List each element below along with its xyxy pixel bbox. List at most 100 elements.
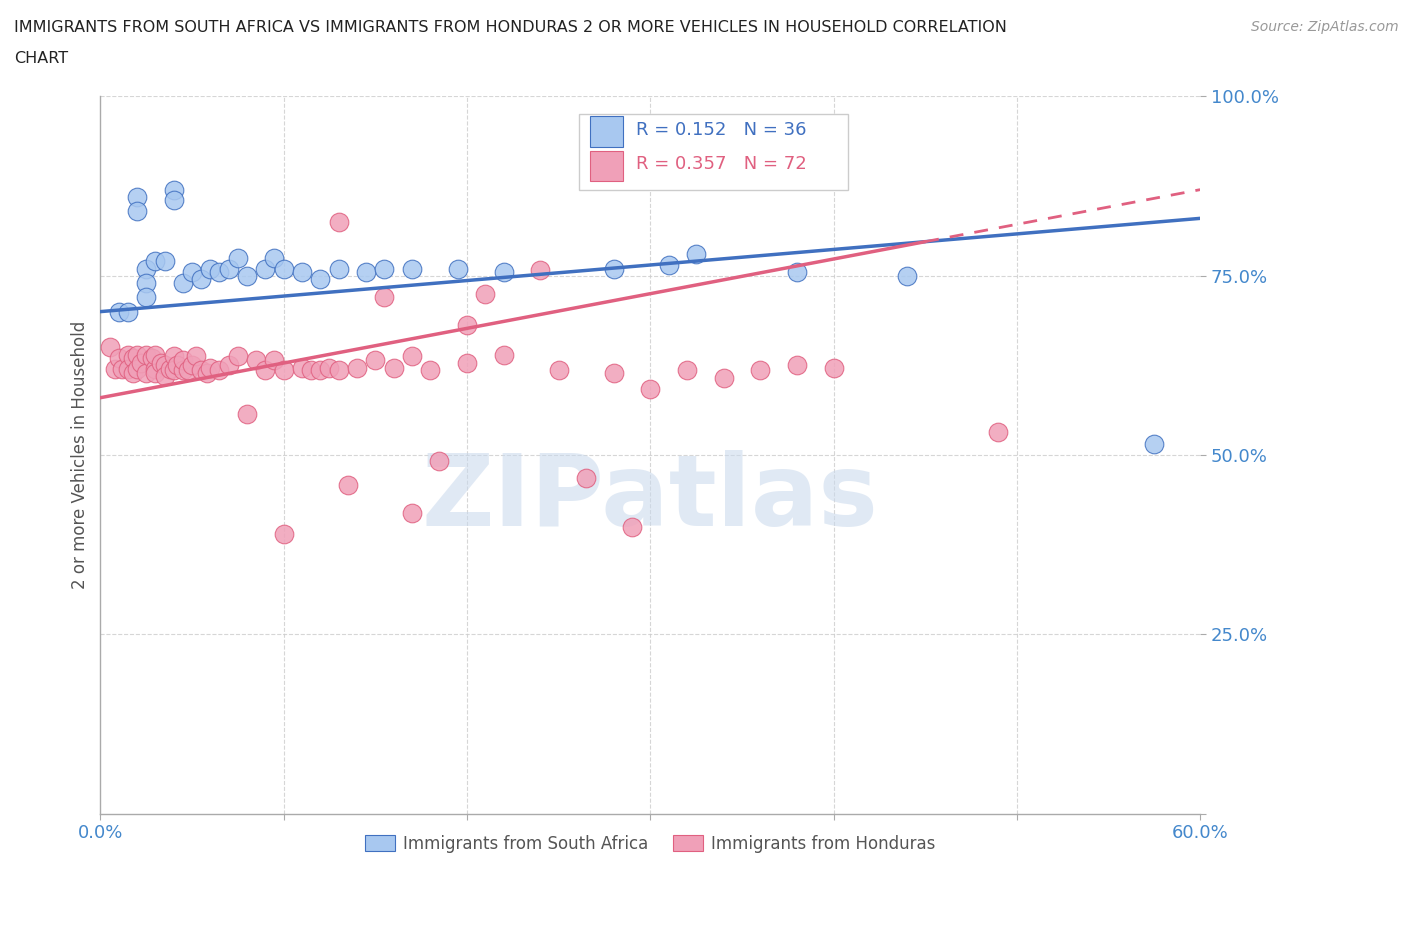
Immigrants from Honduras <box>163 363 186 378</box>
Immigrants from Honduras <box>163 349 186 364</box>
Immigrants from South Africa <box>163 193 186 208</box>
Immigrants from South Africa <box>135 275 157 290</box>
Immigrants from South Africa <box>373 261 395 276</box>
Immigrants from Honduras <box>153 369 176 384</box>
Immigrants from South Africa <box>328 261 350 276</box>
Immigrants from South Africa <box>273 261 295 276</box>
Immigrants from Honduras <box>184 349 207 364</box>
Immigrants from Honduras <box>373 290 395 305</box>
Immigrants from Honduras <box>208 363 231 378</box>
Immigrants from Honduras <box>141 351 163 365</box>
Immigrants from South Africa <box>1143 437 1166 452</box>
Immigrants from South Africa <box>254 261 277 276</box>
Immigrants from Honduras <box>117 362 139 377</box>
Immigrants from South Africa <box>291 265 314 280</box>
Immigrants from Honduras <box>177 363 200 378</box>
Immigrants from Honduras <box>117 347 139 362</box>
Text: R = 0.152   N = 36: R = 0.152 N = 36 <box>636 121 807 139</box>
Immigrants from South Africa <box>181 265 204 280</box>
Immigrants from Honduras <box>364 353 387 368</box>
Immigrants from South Africa <box>172 275 194 290</box>
Immigrants from South Africa <box>218 261 240 276</box>
Immigrants from Honduras <box>159 362 181 377</box>
Immigrants from Honduras <box>474 286 496 301</box>
Immigrants from Honduras <box>456 317 478 332</box>
Immigrants from Honduras <box>143 347 166 362</box>
Immigrants from Honduras <box>135 347 157 362</box>
Immigrants from South Africa <box>602 261 624 276</box>
Immigrants from South Africa <box>125 190 148 205</box>
Immigrants from Honduras <box>291 360 314 375</box>
Immigrants from South Africa <box>492 265 515 280</box>
Immigrants from South Africa <box>447 261 470 276</box>
Immigrants from Honduras <box>401 349 423 364</box>
Immigrants from Honduras <box>181 358 204 373</box>
Immigrants from Honduras <box>135 365 157 380</box>
Immigrants from Honduras <box>713 370 735 385</box>
Text: IMMIGRANTS FROM SOUTH AFRICA VS IMMIGRANTS FROM HONDURAS 2 OR MORE VEHICLES IN H: IMMIGRANTS FROM SOUTH AFRICA VS IMMIGRAN… <box>14 20 1007 35</box>
Immigrants from Honduras <box>190 363 212 378</box>
Immigrants from Honduras <box>547 363 569 378</box>
Immigrants from South Africa <box>226 250 249 265</box>
Immigrants from Honduras <box>143 365 166 380</box>
Immigrants from Honduras <box>676 363 699 378</box>
Immigrants from South Africa <box>786 265 808 280</box>
Immigrants from Honduras <box>166 358 188 373</box>
Immigrants from Honduras <box>254 363 277 378</box>
Immigrants from Honduras <box>107 351 129 365</box>
Immigrants from Honduras <box>245 353 267 368</box>
Immigrants from Honduras <box>273 363 295 378</box>
Immigrants from Honduras <box>749 363 772 378</box>
Immigrants from Honduras <box>226 349 249 364</box>
Immigrants from Honduras <box>263 353 285 368</box>
Immigrants from Honduras <box>143 362 166 377</box>
Immigrants from Honduras <box>602 365 624 380</box>
Immigrants from Honduras <box>336 478 359 493</box>
Immigrants from South Africa <box>309 272 332 286</box>
Bar <box>589 151 623 181</box>
Immigrants from Honduras <box>236 406 259 421</box>
Immigrants from South Africa <box>354 265 377 280</box>
Immigrants from Honduras <box>987 425 1010 440</box>
Immigrants from Honduras <box>218 358 240 373</box>
Immigrants from Honduras <box>153 358 176 373</box>
Immigrants from South Africa <box>125 204 148 219</box>
Immigrants from Honduras <box>328 215 350 230</box>
Immigrants from South Africa <box>117 304 139 319</box>
Legend: Immigrants from South Africa, Immigrants from Honduras: Immigrants from South Africa, Immigrants… <box>359 828 942 859</box>
Immigrants from South Africa <box>208 265 231 280</box>
Immigrants from Honduras <box>529 262 551 277</box>
Immigrants from Honduras <box>172 363 194 378</box>
Text: R = 0.357   N = 72: R = 0.357 N = 72 <box>636 155 807 173</box>
Immigrants from Honduras <box>575 471 598 485</box>
Immigrants from South Africa <box>263 250 285 265</box>
Immigrants from Honduras <box>786 358 808 373</box>
Immigrants from South Africa <box>658 258 681 272</box>
Immigrants from Honduras <box>328 363 350 378</box>
Immigrants from South Africa <box>200 261 222 276</box>
Immigrants from South Africa <box>163 182 186 197</box>
Immigrants from South Africa <box>153 254 176 269</box>
Immigrants from South Africa <box>896 269 918 284</box>
Immigrants from South Africa <box>143 254 166 269</box>
Immigrants from South Africa <box>135 290 157 305</box>
Text: CHART: CHART <box>14 51 67 66</box>
Immigrants from Honduras <box>638 381 661 396</box>
Immigrants from Honduras <box>98 340 121 355</box>
Immigrants from Honduras <box>346 360 368 375</box>
Bar <box>589 116 623 147</box>
Immigrants from Honduras <box>149 356 172 371</box>
Immigrants from Honduras <box>823 360 845 375</box>
Immigrants from South Africa <box>107 304 129 319</box>
Immigrants from Honduras <box>122 365 145 380</box>
Immigrants from Honduras <box>620 520 643 535</box>
Text: Source: ZipAtlas.com: Source: ZipAtlas.com <box>1251 20 1399 34</box>
Immigrants from Honduras <box>104 362 127 377</box>
Immigrants from Honduras <box>492 347 515 362</box>
Immigrants from South Africa <box>190 272 212 286</box>
Immigrants from Honduras <box>401 505 423 520</box>
Immigrants from South Africa <box>685 246 707 261</box>
Immigrants from Honduras <box>429 454 451 469</box>
Immigrants from Honduras <box>111 362 134 377</box>
Immigrants from Honduras <box>200 360 222 375</box>
